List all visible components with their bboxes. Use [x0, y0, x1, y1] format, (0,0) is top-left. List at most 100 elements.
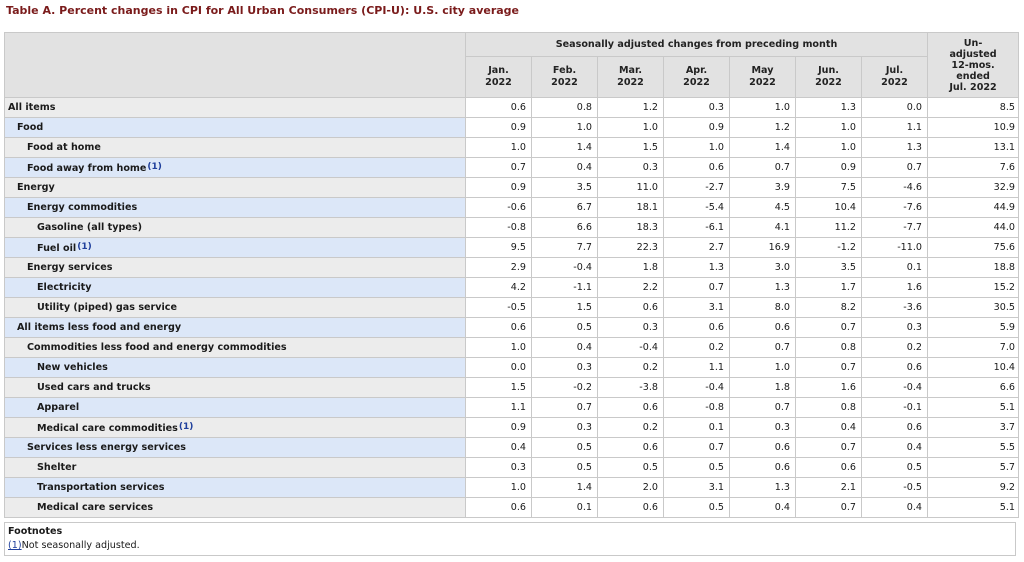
value-cell: 18.3	[597, 217, 664, 238]
value-cell: 0.4	[860, 497, 929, 518]
value-cell: 8.0	[729, 297, 796, 318]
table-row: Apparel 1.1 0.7 0.6 -0.8 0.7 0.8 -0.1 5.1	[4, 397, 1020, 418]
row-label: Used cars and trucks	[4, 377, 466, 398]
value-cell: 18.1	[597, 197, 664, 218]
value-cell: 1.3	[860, 137, 929, 158]
value-cell: -0.5	[860, 477, 929, 498]
value-cell: 0.7	[531, 397, 598, 418]
value-cell: 2.9	[465, 257, 532, 278]
value-cell: 1.4	[729, 137, 796, 158]
row-label: Energy	[4, 177, 466, 198]
table-row: Utility (piped) gas service -0.5 1.5 0.6 3.1…	[4, 297, 1020, 318]
value-cell: 1.0	[465, 477, 532, 498]
value-cell: 0.7	[729, 157, 796, 178]
month-header: Apr. 2022	[663, 56, 730, 98]
value-cell: 6.7	[531, 197, 598, 218]
value-cell: -7.7	[860, 217, 929, 238]
value-cell: 1.0	[795, 137, 862, 158]
value-cell: 0.9	[465, 117, 532, 138]
footnote-marker-link[interactable]: (1)	[8, 540, 22, 551]
value-cell: 0.5	[597, 457, 664, 478]
value-cell: 3.1	[663, 297, 730, 318]
footnotes-heading: Footnotes	[8, 526, 63, 537]
value-cell: 0.5	[663, 497, 730, 518]
value-cell: -3.8	[597, 377, 664, 398]
value-cell: 0.4	[531, 157, 598, 178]
value-cell: 0.3	[465, 457, 532, 478]
value-cell: 0.3	[729, 417, 796, 438]
value-cell: 1.5	[597, 137, 664, 158]
row-label: Food at home	[4, 137, 466, 158]
value-cell: 1.2	[597, 97, 664, 118]
value-cell: -4.6	[860, 177, 929, 198]
value-cell: 1.4	[531, 477, 598, 498]
value-cell: 0.8	[531, 97, 598, 118]
value-cell: 0.5	[531, 457, 598, 478]
value-cell: 4.2	[465, 277, 532, 298]
value-cell: 2.7	[663, 237, 730, 258]
table-title: Table A. Percent changes in CPI for All …	[6, 4, 520, 17]
value-cell: 3.5	[531, 177, 598, 198]
row-label: Shelter	[4, 457, 466, 478]
table-row: Energy commodities -0.6 6.7 18.1 -5.4 4.5 10.4…	[4, 197, 1020, 218]
value-cell: 1.0	[729, 97, 796, 118]
value-cell: 0.3	[663, 97, 730, 118]
value-cell: 30.5	[927, 297, 1020, 318]
value-cell: 1.0	[531, 117, 598, 138]
month-header: Mar. 2022	[597, 56, 664, 98]
footnote-link[interactable]: (1)	[147, 161, 162, 172]
value-cell: 2.1	[795, 477, 862, 498]
value-cell: 0.6	[729, 457, 796, 478]
value-cell: 0.5	[860, 457, 929, 478]
footnote-item: (1)Not seasonally adjusted.	[8, 540, 1012, 551]
value-cell: 5.5	[927, 437, 1020, 458]
value-cell: 5.1	[927, 497, 1020, 518]
value-cell: 1.3	[663, 257, 730, 278]
value-cell: 5.1	[927, 397, 1020, 418]
value-cell: 0.2	[597, 417, 664, 438]
value-cell: 0.6	[597, 297, 664, 318]
table-row: Electricity 4.2 -1.1 2.2 0.7 1.3 1.7 1.6 15.2	[4, 277, 1020, 298]
row-label: Transportation services	[4, 477, 466, 498]
table-row: New vehicles 0.0 0.3 0.2 1.1 1.0 0.7 0.6 10.4	[4, 357, 1020, 378]
value-cell: -11.0	[860, 237, 929, 258]
row-label: All items	[4, 97, 466, 118]
value-cell: 32.9	[927, 177, 1020, 198]
row-label: Gasoline (all types)	[4, 217, 466, 238]
value-cell: 0.7	[729, 337, 796, 358]
footnote-link[interactable]: (1)	[77, 241, 92, 252]
value-cell: 0.8	[795, 337, 862, 358]
month-header: Jan. 2022	[465, 56, 532, 98]
value-cell: -0.8	[663, 397, 730, 418]
value-cell: 11.2	[795, 217, 862, 238]
table-row: Gasoline (all types) -0.8 6.6 18.3 -6.1 4.1 11…	[4, 217, 1020, 238]
value-cell: 1.8	[597, 257, 664, 278]
value-cell: 0.6	[465, 97, 532, 118]
value-cell: 44.9	[927, 197, 1020, 218]
value-cell: 18.8	[927, 257, 1020, 278]
value-cell: 0.6	[860, 357, 929, 378]
value-cell: 0.9	[465, 177, 532, 198]
value-cell: 0.2	[860, 337, 929, 358]
row-label: Food away from home(1)	[4, 157, 466, 178]
value-cell: 0.7	[663, 437, 730, 458]
month-header: Feb. 2022	[531, 56, 598, 98]
value-cell: 0.9	[663, 117, 730, 138]
value-cell: 1.5	[465, 377, 532, 398]
table-row: Fuel oil(1) 9.5 7.7 22.3 2.7 16.9 -1.2 -11.0 75.…	[4, 237, 1020, 258]
value-cell: 3.1	[663, 477, 730, 498]
table-row: Transportation services 1.0 1.4 2.0 3.1 1.3 2.…	[4, 477, 1020, 498]
value-cell: 6.6	[531, 217, 598, 238]
value-cell: 0.7	[795, 357, 862, 378]
value-cell: 1.7	[795, 277, 862, 298]
value-cell: 0.6	[663, 157, 730, 178]
value-cell: -0.4	[531, 257, 598, 278]
value-cell: 6.6	[927, 377, 1020, 398]
unadjusted-header: Un- adjusted 12-mos. ended Jul. 2022	[927, 32, 1020, 98]
value-cell: -6.1	[663, 217, 730, 238]
footnote-link[interactable]: (1)	[178, 421, 194, 432]
table-row: Medical care commodities(1) 0.9 0.3 0.2 0.1 0…	[4, 417, 1020, 438]
value-cell: 0.6	[795, 457, 862, 478]
row-label: Fuel oil(1)	[4, 237, 466, 258]
value-cell: 13.1	[927, 137, 1020, 158]
